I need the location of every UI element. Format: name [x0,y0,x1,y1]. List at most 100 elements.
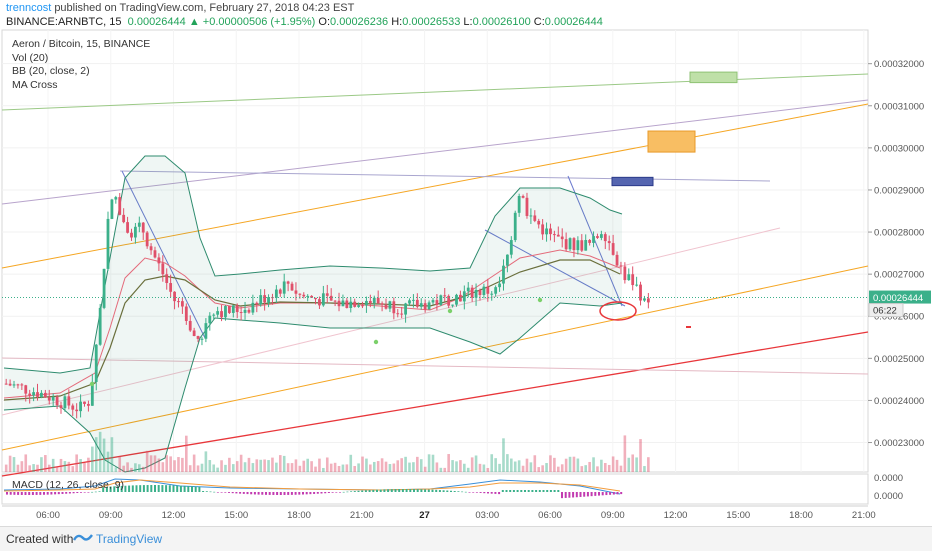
candle [498,283,501,288]
volume-bar [423,466,427,472]
volume-bar [106,451,110,472]
candle [533,215,537,221]
volume-bar [372,461,376,472]
macd-histogram-bar [279,492,282,495]
macd-histogram-bar [131,485,134,492]
macd-histogram-bar [446,490,449,492]
candle [490,293,494,295]
candle [32,392,35,396]
legend-ma[interactable]: MA Cross [12,78,58,91]
volume-bar [212,464,216,472]
tradingview-brand-link[interactable]: TradingView [96,532,163,546]
candle [329,295,333,301]
macd-histogram-bar [538,490,541,492]
candle [251,302,255,313]
author-link[interactable]: trenncost [6,2,52,14]
volume-bar [157,458,161,472]
volume-bar [635,457,638,472]
chart-canvas[interactable]: 0.00032000 0.00031000 0.00030000 0.00029000… [0,28,932,526]
volume-bar [510,458,513,472]
macd-histogram-bar [542,490,545,492]
macd-histogram-bar [420,489,423,492]
footer-bar: Created with TradingView [0,526,932,551]
candle [412,299,415,301]
volume-bar [596,466,599,472]
macd-histogram-bar [320,492,323,494]
macd-histogram-bar [583,492,586,497]
volume-bar [94,437,98,472]
macd-label[interactable]: MACD (12, 26, close, 9) [12,479,125,491]
purple-channel-top [1,99,869,205]
candle [188,320,192,331]
orange-channel-lower [1,265,869,451]
candle [513,212,517,241]
macd-histogram-bar [483,492,486,494]
macd-histogram-bar [168,485,171,492]
volume-bar [486,467,490,472]
candle [137,222,141,227]
candle [419,303,423,307]
indicator-legend: Aeron / Bitcoin, 15, BINANCE Vol (20) BB… [12,38,150,92]
candle [157,257,161,264]
volume-bar [278,455,282,472]
candle [509,240,513,255]
volume-bar [572,456,576,472]
macd-histogram-bar [150,485,153,492]
volume-bar [357,463,360,472]
tradingview-logo-icon[interactable] [73,531,93,545]
volume-bar [24,454,28,472]
macd-histogram-bar [553,490,556,492]
macd-histogram-bar [261,492,264,495]
candle [134,226,137,238]
macd-histogram-bar [401,489,404,492]
y-tick-label: 0.00032000 [874,59,924,70]
candle [443,295,447,297]
macd-histogram-bar [472,492,475,493]
volume-bar [369,464,372,472]
candle [47,397,51,401]
macd-histogram-bar [609,492,612,495]
chart-header: trenncost published on TradingView.com, … [0,0,932,30]
y-tick-label: 0.00023000 [874,438,924,449]
ma-cross-dot [373,339,379,345]
close-label: C: [533,16,545,28]
price-tag-label: 0.00026444 [873,293,923,304]
macd-histogram-bar [283,492,286,495]
high-value: 0.00026533 [402,16,461,28]
candle [357,305,360,307]
candle [141,222,145,233]
legend-bb[interactable]: BB (20, close, 2) [12,65,90,77]
volume-bar [537,467,541,472]
volume-bar [271,457,274,472]
macd-histogram-bar [202,491,205,492]
volume-bar [282,455,286,472]
candle [384,304,388,309]
candle [607,241,611,244]
candle [517,196,521,213]
macd-histogram-bar [601,492,604,496]
ma-cross-dot [537,297,543,303]
candle [408,300,411,304]
volume-bar [541,465,544,472]
macd-histogram-bar [76,492,79,494]
volume-bar [455,461,458,472]
candle [588,240,592,243]
macd-histogram-bar [487,492,489,494]
macd-histogram-bar [387,489,390,492]
macd-histogram-bar [357,490,360,492]
candle [459,294,462,302]
macd-histogram-bar [268,492,271,495]
price-tag-box [869,290,931,304]
legend-title[interactable]: Aeron / Bitcoin, 15, BINANCE [12,38,151,50]
candle [294,290,298,294]
legend-vol[interactable]: Vol (20) [12,51,49,64]
volume-bar [568,456,572,472]
candle [126,222,129,233]
macd-histogram-bar [72,492,75,494]
candle [51,396,55,401]
x-tick-label: 09:00 [99,510,123,521]
macd-histogram-bar [450,490,452,492]
candle [274,289,278,298]
candle [43,392,47,398]
volume-bar [365,458,368,472]
